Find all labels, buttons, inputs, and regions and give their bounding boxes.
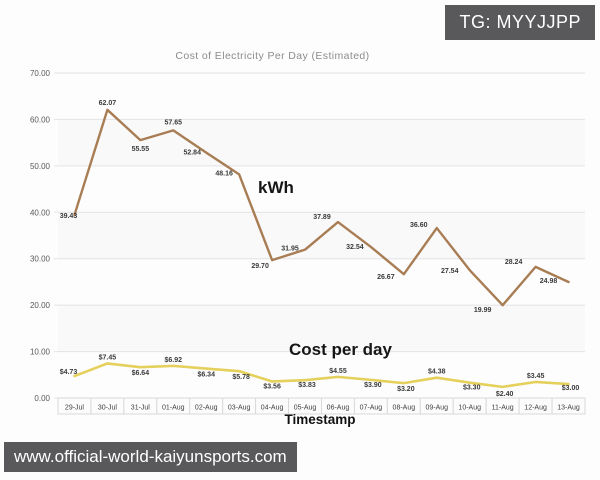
series-line-kwh — [73, 108, 570, 307]
svg-text:09-Aug: 09-Aug — [425, 405, 448, 412]
svg-text:$5.78: $5.78 — [232, 374, 250, 381]
svg-text:62.07: 62.07 — [99, 100, 117, 107]
svg-text:19.99: 19.99 — [474, 307, 492, 314]
svg-text:55.55: 55.55 — [132, 146, 150, 153]
svg-text:12-Aug: 12-Aug — [524, 405, 547, 412]
svg-text:$4.38: $4.38 — [428, 369, 446, 376]
svg-text:$3.83: $3.83 — [298, 382, 316, 389]
svg-text:48.16: 48.16 — [215, 170, 233, 177]
svg-text:02-Aug: 02-Aug — [195, 405, 218, 412]
watermark-url: www.official-world-kaiyunsports.com — [4, 442, 297, 472]
x-axis-cells: 29-Jul 30-Jul 31-Jul 01-Aug 02-Aug 03-Aug 04-A… — [57, 397, 586, 415]
svg-text:29-Jul: 29-Jul — [65, 405, 85, 412]
svg-text:31.95: 31.95 — [281, 246, 299, 253]
svg-text:30-Jul: 30-Jul — [98, 405, 118, 412]
svg-text:01-Aug: 01-Aug — [162, 405, 185, 412]
y-tick-labels: 70.00 60.00 50.00 40.00 30.00 20.00 10.00 0.00 — [30, 69, 51, 403]
svg-text:05-Aug: 05-Aug — [294, 405, 317, 412]
tg-badge: TG: MYYJJPP — [445, 5, 595, 40]
svg-text:04-Aug: 04-Aug — [261, 405, 284, 412]
svg-text:10-Aug: 10-Aug — [458, 405, 481, 412]
svg-text:$3.45: $3.45 — [527, 373, 545, 380]
svg-text:$3.00: $3.00 — [562, 385, 580, 392]
svg-text:$2.40: $2.40 — [496, 391, 514, 398]
svg-text:57.65: 57.65 — [165, 119, 183, 126]
svg-text:26.67: 26.67 — [377, 274, 395, 281]
svg-text:03-Aug: 03-Aug — [228, 405, 251, 412]
svg-text:$3.90: $3.90 — [364, 382, 382, 389]
chart-title: Cost of Electricity Per Day (Estimated) — [175, 50, 370, 62]
svg-text:$3.20: $3.20 — [397, 386, 415, 393]
svg-text:07-Aug: 07-Aug — [360, 405, 383, 412]
svg-text:08-Aug: 08-Aug — [393, 405, 416, 412]
svg-text:$6.92: $6.92 — [165, 357, 183, 364]
svg-text:$3.56: $3.56 — [263, 383, 281, 390]
svg-text:$4.73: $4.73 — [60, 369, 78, 376]
svg-text:31-Jul: 31-Jul — [131, 405, 151, 412]
svg-text:$6.64: $6.64 — [132, 370, 150, 377]
svg-text:28.24: 28.24 — [505, 259, 523, 266]
svg-text:70.00: 70.00 — [30, 69, 51, 78]
svg-text:37.89: 37.89 — [313, 214, 331, 221]
svg-text:39.43: 39.43 — [60, 213, 78, 220]
series-label-cost-per-day: Cost per day — [289, 340, 392, 359]
svg-text:27.54: 27.54 — [441, 268, 459, 275]
svg-text:24.98: 24.98 — [540, 278, 558, 285]
svg-text:40.00: 40.00 — [30, 208, 51, 217]
svg-text:$4.55: $4.55 — [329, 368, 347, 375]
svg-text:60.00: 60.00 — [30, 115, 51, 124]
svg-text:32.54: 32.54 — [346, 244, 364, 251]
series-data-labels-cost-per-day: $4.73 $7.45 $6.64 $6.92 $6.34 $5.78 $3.56 $3.83… — [60, 354, 580, 397]
svg-text:$3.30: $3.30 — [463, 385, 481, 392]
series-label-kwh: kWh — [258, 178, 294, 197]
svg-text:11-Aug: 11-Aug — [492, 405, 514, 412]
svg-text:36.60: 36.60 — [410, 222, 428, 229]
svg-text:30.00: 30.00 — [30, 255, 51, 264]
svg-text:0.00: 0.00 — [34, 394, 50, 403]
x-axis-title: Timestamp — [284, 412, 356, 427]
svg-text:29.70: 29.70 — [251, 263, 269, 270]
svg-text:20.00: 20.00 — [30, 301, 51, 310]
svg-text:06-Aug: 06-Aug — [327, 405, 350, 412]
svg-text:10.00: 10.00 — [30, 348, 51, 357]
series-line-cost-per-day — [73, 362, 570, 389]
svg-text:50.00: 50.00 — [30, 162, 51, 171]
svg-text:$7.45: $7.45 — [99, 354, 117, 361]
svg-text:$6.34: $6.34 — [197, 372, 215, 379]
svg-text:52.84: 52.84 — [183, 150, 201, 157]
series-data-labels-kwh: 39.43 62.07 55.55 57.65 52.84 48.16 29.70 31.95… — [60, 100, 558, 314]
svg-text:13-Aug: 13-Aug — [557, 405, 580, 412]
